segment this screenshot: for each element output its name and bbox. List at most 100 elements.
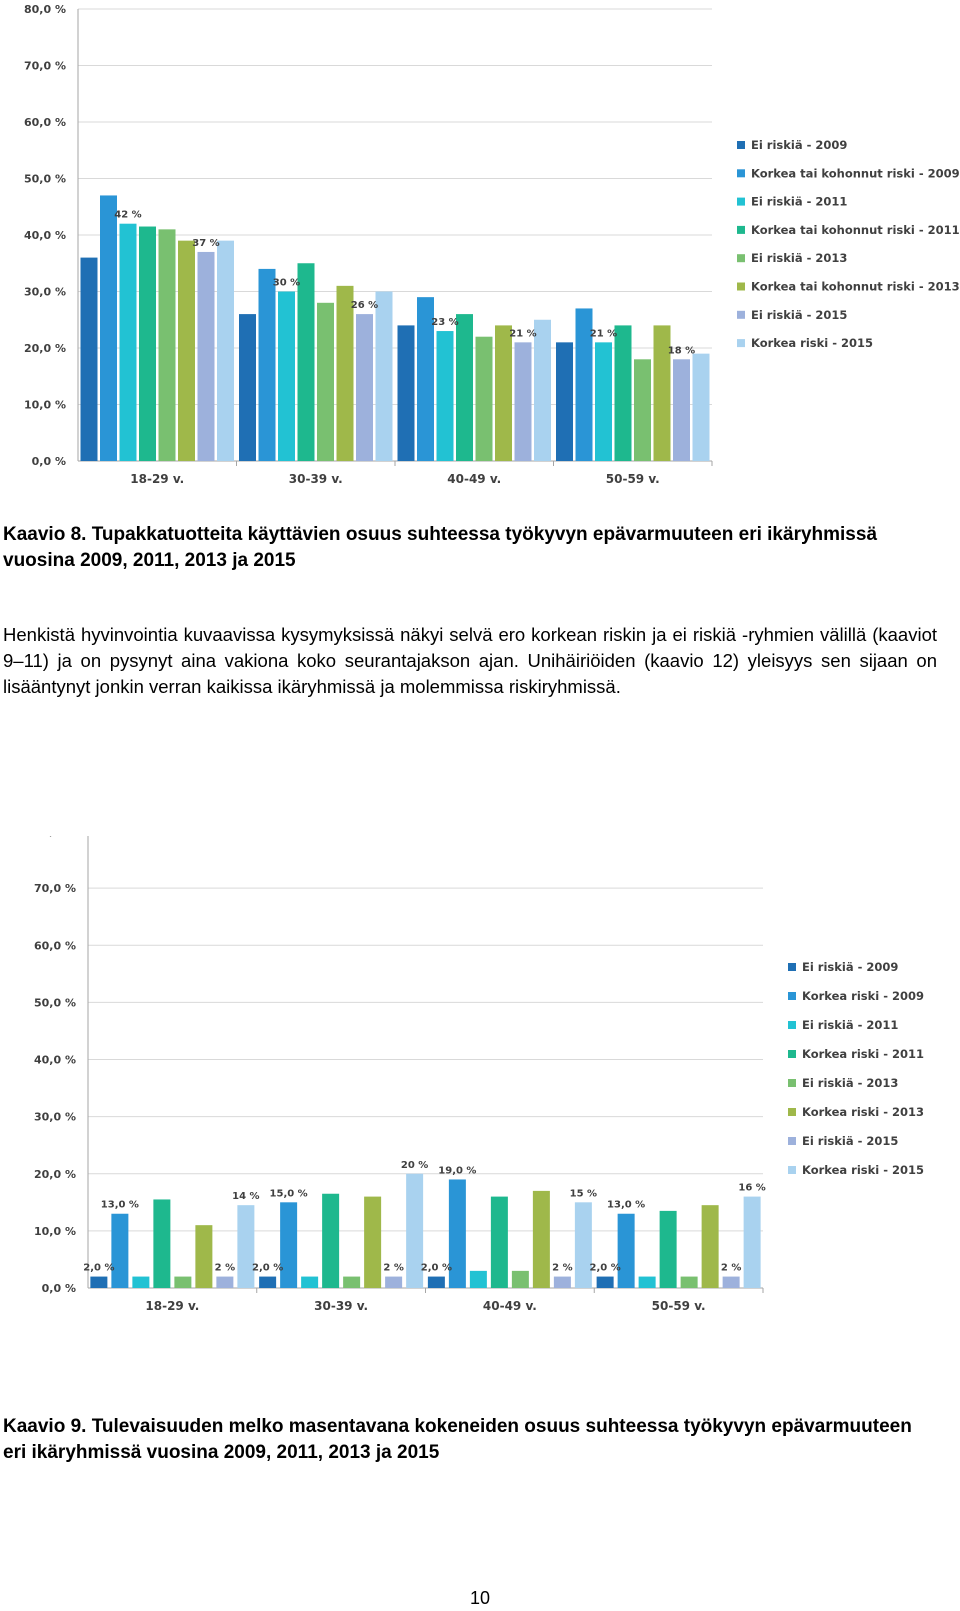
bar: [575, 308, 593, 461]
bar: [722, 1276, 740, 1288]
y-tick-label: 20,0 %: [34, 1168, 76, 1181]
y-tick-label: 10,0 %: [34, 1225, 76, 1238]
bar: [743, 1196, 761, 1288]
data-label: 30 %: [273, 278, 300, 289]
y-tick-label: 50,0 %: [34, 996, 76, 1009]
y-tick-label: 70,0 %: [34, 882, 76, 895]
data-label: 19,0 %: [438, 1165, 476, 1176]
x-tick-label: 40-49 v.: [483, 1299, 537, 1313]
legend-entry: Ei riskiä - 2015: [751, 308, 847, 322]
chart-kaavio-8: 0,0 % 10,0 % 20,0 % 30,0 % 40,0 % 50,0 % 60,0 …: [24, 3, 960, 486]
y-tick-label: 0,0 %: [32, 455, 66, 468]
data-label: 23 %: [431, 317, 458, 328]
bar: [385, 1276, 403, 1288]
bar: [638, 1276, 656, 1288]
y-tick-label: 0,0 %: [42, 1282, 76, 1295]
data-label: 18 %: [668, 345, 695, 356]
legend-entry: Ei riskiä - 2013: [802, 1076, 898, 1090]
bar: [258, 268, 276, 461]
y-tick-label: 10,0 %: [24, 399, 66, 412]
legend-entry: Ei riskiä - 2011: [802, 1018, 898, 1032]
data-label: 15,0 %: [270, 1188, 308, 1199]
bar: [132, 1276, 150, 1288]
x-tick-label: 50-59 v.: [652, 1299, 706, 1313]
data-label: 2 %: [552, 1263, 572, 1274]
legend-entry: Ei riskiä - 2009: [751, 138, 847, 152]
bar: [427, 1276, 445, 1288]
y-tick-label: 30,0 %: [24, 286, 66, 299]
y-tick-label: 40,0 %: [24, 229, 66, 242]
data-label: 14 %: [232, 1191, 259, 1202]
bar: [278, 291, 295, 461]
legend-swatch: [788, 1050, 796, 1058]
legend-entry: Korkea riski - 2009: [802, 989, 924, 1003]
bar: [153, 1199, 171, 1288]
y-tick-label: 70,0 %: [24, 60, 66, 73]
bar: [375, 291, 393, 461]
legend-entry: Ei riskiä - 2009: [802, 960, 898, 974]
legend-entry: Ei riskiä - 2015: [802, 1134, 898, 1148]
bar: [514, 342, 532, 461]
bar: [317, 302, 334, 461]
data-label: 42 %: [114, 210, 141, 221]
bar: [280, 1202, 298, 1288]
data-label: 2,0 %: [252, 1263, 283, 1274]
bar: [614, 325, 632, 461]
caption-kaavio-9: Kaavio 9. Tulevaisuuden melko masentavan…: [3, 1416, 912, 1463]
x-tick-label: 50-59 v.: [606, 472, 660, 486]
bar: [158, 229, 176, 461]
legend-swatch: [788, 1021, 796, 1029]
bar: [216, 1276, 234, 1288]
bar: [495, 325, 512, 461]
legend-swatch: [788, 1137, 796, 1145]
bar: [80, 257, 98, 461]
bar: [617, 1213, 635, 1288]
bar: [217, 240, 234, 461]
bar: [297, 263, 315, 461]
data-label: 13,0 %: [607, 1200, 645, 1211]
x-tick-label: 30-39 v.: [314, 1299, 368, 1313]
legend-swatch: [737, 254, 745, 263]
bar: [653, 325, 671, 461]
bar: [553, 1276, 571, 1288]
bar: [596, 1276, 614, 1288]
legend-entry: Korkea riski - 2015: [802, 1163, 924, 1177]
bar: [364, 1196, 382, 1288]
bar: [534, 319, 551, 461]
legend-swatch: [788, 963, 796, 971]
data-label: 21 %: [590, 328, 617, 339]
bar: [595, 342, 612, 461]
x-tick-label: 40-49 v.: [447, 472, 501, 486]
bar: [436, 331, 454, 461]
bar: [532, 1190, 550, 1288]
legend-entry: Korkea riski - 2015: [751, 336, 873, 350]
data-label: 13,0 %: [101, 1200, 139, 1211]
bar: [556, 342, 573, 461]
y-tick-label: 80,0 %: [24, 3, 66, 16]
y-tick-label: 50,0 %: [24, 173, 66, 186]
legend-swatch: [737, 339, 745, 348]
legend-swatch: [788, 992, 796, 1000]
y-tick-label: 40,0 %: [34, 1054, 76, 1067]
y-tick-label: 60,0 %: [34, 939, 76, 952]
bar: [456, 314, 473, 461]
data-label: 2,0 %: [83, 1263, 114, 1274]
caption-kaavio-8: Kaavio 8. Tupakkatuotteita käyttävien os…: [3, 524, 878, 571]
bar: [692, 353, 710, 461]
legend-entry: Korkea riski - 2011: [802, 1047, 924, 1061]
legend-swatch: [788, 1166, 796, 1174]
bar: [90, 1276, 108, 1288]
bar: [417, 297, 434, 461]
bar: [634, 359, 651, 461]
legend-entry: Korkea tai kohonnut riski - 2013: [751, 280, 960, 294]
bar: [475, 336, 493, 461]
legend-entry: Korkea tai kohonnut riski - 2009: [751, 166, 960, 180]
data-label: 20 %: [401, 1160, 428, 1171]
bar: [239, 314, 256, 461]
bar: [139, 226, 156, 461]
body-paragraph: Henkistä hyvinvointia kuvaavissa kysymyk…: [3, 624, 937, 697]
data-label: 2,0 %: [421, 1263, 452, 1274]
bar: [469, 1270, 487, 1288]
bar: [195, 1225, 213, 1288]
legend-swatch: [737, 141, 745, 149]
